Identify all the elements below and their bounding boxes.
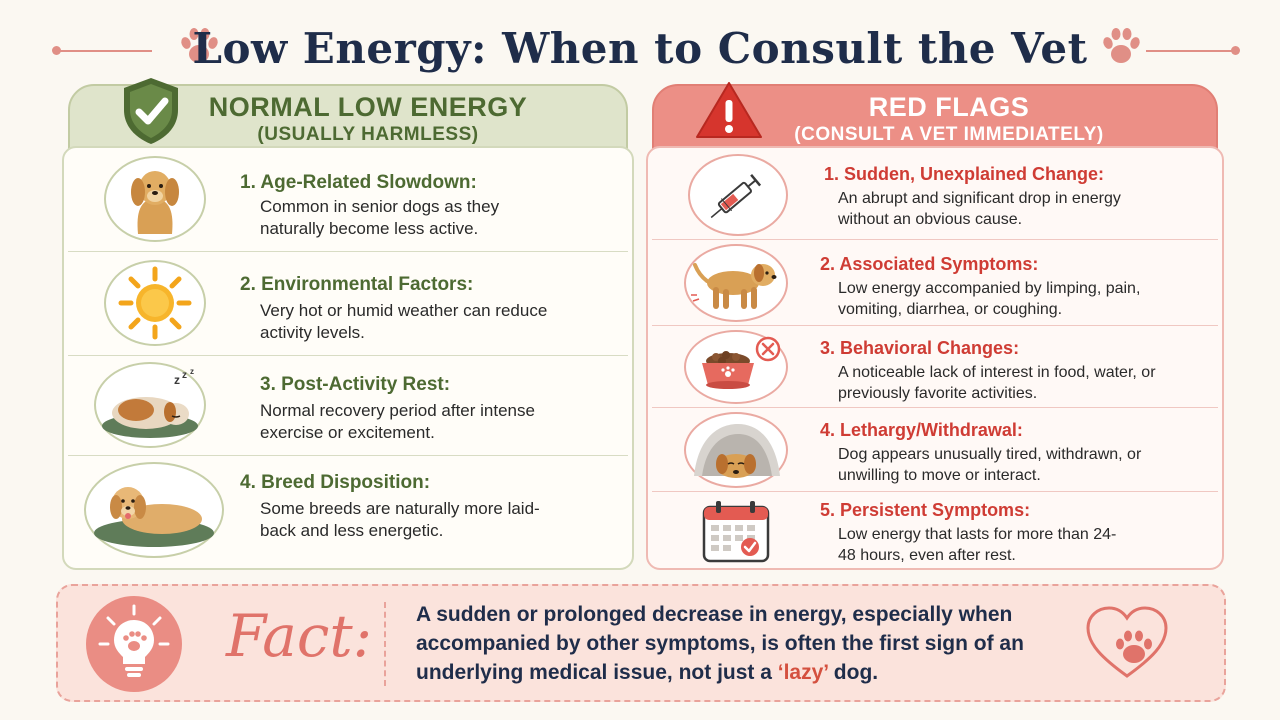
red-flags-panel-subtitle: (CONSULT A VET IMMEDIATELY) [794, 124, 1104, 145]
divider [652, 491, 1218, 492]
title-row: Low Energy: When to Consult the Vet [0, 10, 1280, 80]
check-shield-icon [124, 78, 178, 144]
item-description: Low energy that lasts for more than 24-4… [838, 526, 1117, 564]
decorative-line [1146, 50, 1238, 52]
divider [68, 355, 628, 356]
item-description: Normal recovery period after intense exe… [260, 401, 535, 442]
sick-dog-icon [684, 244, 788, 322]
divider [384, 602, 386, 686]
item-title: 4. Breed Disposition: [240, 472, 431, 493]
senior-dog-icon [104, 156, 206, 242]
divider [68, 455, 628, 456]
item-description: An abrupt and significant drop in energy… [838, 190, 1121, 228]
list-item: 2. Associated Symptoms: Low energy accom… [648, 240, 1222, 326]
list-item: z z z 3. Post-Activity Rest: Normal reco… [64, 356, 632, 456]
red-flags-panel: 1. Sudden, Unexplained Change: An abrupt… [646, 146, 1224, 570]
item-description: A noticeable lack of interest in food, w… [838, 364, 1156, 402]
normal-panel-subtitle: (USUALLY HARMLESS) [257, 124, 479, 145]
divider [652, 239, 1218, 240]
list-item: 4. Lethargy/Withdrawal: Dog appears unus… [648, 408, 1222, 492]
item-description: Some breeds are naturally more laid-back… [260, 499, 540, 540]
decorative-dot [1231, 46, 1240, 55]
item-title: 2. Environmental Factors: [240, 274, 474, 295]
item-title: 1. Age-Related Slowdown: [240, 172, 477, 193]
item-title: 3. Behavioral Changes: [820, 338, 1020, 358]
item-title: 3. Post-Activity Rest: [260, 374, 451, 395]
lightbulb-icon [86, 596, 182, 692]
item-title: 1. Sudden, Unexplained Change: [824, 164, 1105, 184]
paw-print-icon [181, 28, 218, 63]
svg-text:z: z [190, 368, 194, 376]
list-item: 2. Environmental Factors: Very hot or hu… [64, 252, 632, 356]
paw-print-icon [1103, 28, 1140, 63]
fact-box: Fact: A sudden or prolonged decrease in … [56, 584, 1226, 702]
red-flags-panel-title: RED FLAGS [868, 92, 1030, 122]
item-description: Low energy accompanied by limping, pain,… [838, 280, 1141, 318]
heart-paw-icon [1086, 606, 1168, 678]
item-title: 4. Lethargy/Withdrawal: [820, 420, 1023, 440]
normal-panel: 1. Age-Related Slowdown: Common in senio… [62, 146, 634, 570]
divider [68, 251, 628, 252]
list-item: 5. Persistent Symptoms: Low energy that … [648, 492, 1222, 572]
fact-text-part: dog. [827, 661, 879, 684]
decorative-line [56, 50, 152, 52]
list-item: 3. Behavioral Changes: A noticeable lack… [648, 326, 1222, 408]
warning-icon [696, 82, 762, 138]
divider [652, 407, 1218, 408]
food-bowl-icon [684, 330, 788, 404]
divider [652, 325, 1218, 326]
page-title: Low Energy: When to Consult the Vet [192, 24, 1088, 73]
calendar-icon [688, 494, 784, 568]
sleeping-dog-icon: z z z [94, 362, 206, 448]
sun-icon [104, 260, 206, 346]
syringe-icon [688, 154, 788, 236]
normal-panel-title: NORMAL LOW ENERGY [208, 92, 528, 122]
item-description: Dog appears unusually tired, withdrawn, … [838, 446, 1142, 484]
list-item: 1. Age-Related Slowdown: Common in senio… [64, 148, 632, 252]
item-title: 5. Persistent Symptoms: [820, 500, 1031, 520]
list-item: 1. Sudden, Unexplained Change: An abrupt… [648, 148, 1222, 240]
relaxed-dog-icon [84, 462, 224, 558]
fact-text-part: A sudden or prolonged decrease in energy… [416, 603, 1024, 684]
fact-label: Fact: [226, 602, 373, 670]
fact-highlight: ‘lazy’ [777, 661, 828, 684]
list-item: 4. Breed Disposition: Some breeds are na… [64, 456, 632, 572]
svg-text:z: z [174, 373, 180, 387]
item-title: 2. Associated Symptoms: [820, 254, 1039, 274]
item-description: Very hot or humid weather can reduce act… [260, 301, 548, 342]
hiding-dog-icon [684, 412, 788, 488]
fact-text: A sudden or prolonged decrease in energy… [416, 600, 1096, 687]
item-description: Common in senior dogs as they naturally … [260, 197, 500, 238]
svg-text:z: z [182, 370, 187, 381]
